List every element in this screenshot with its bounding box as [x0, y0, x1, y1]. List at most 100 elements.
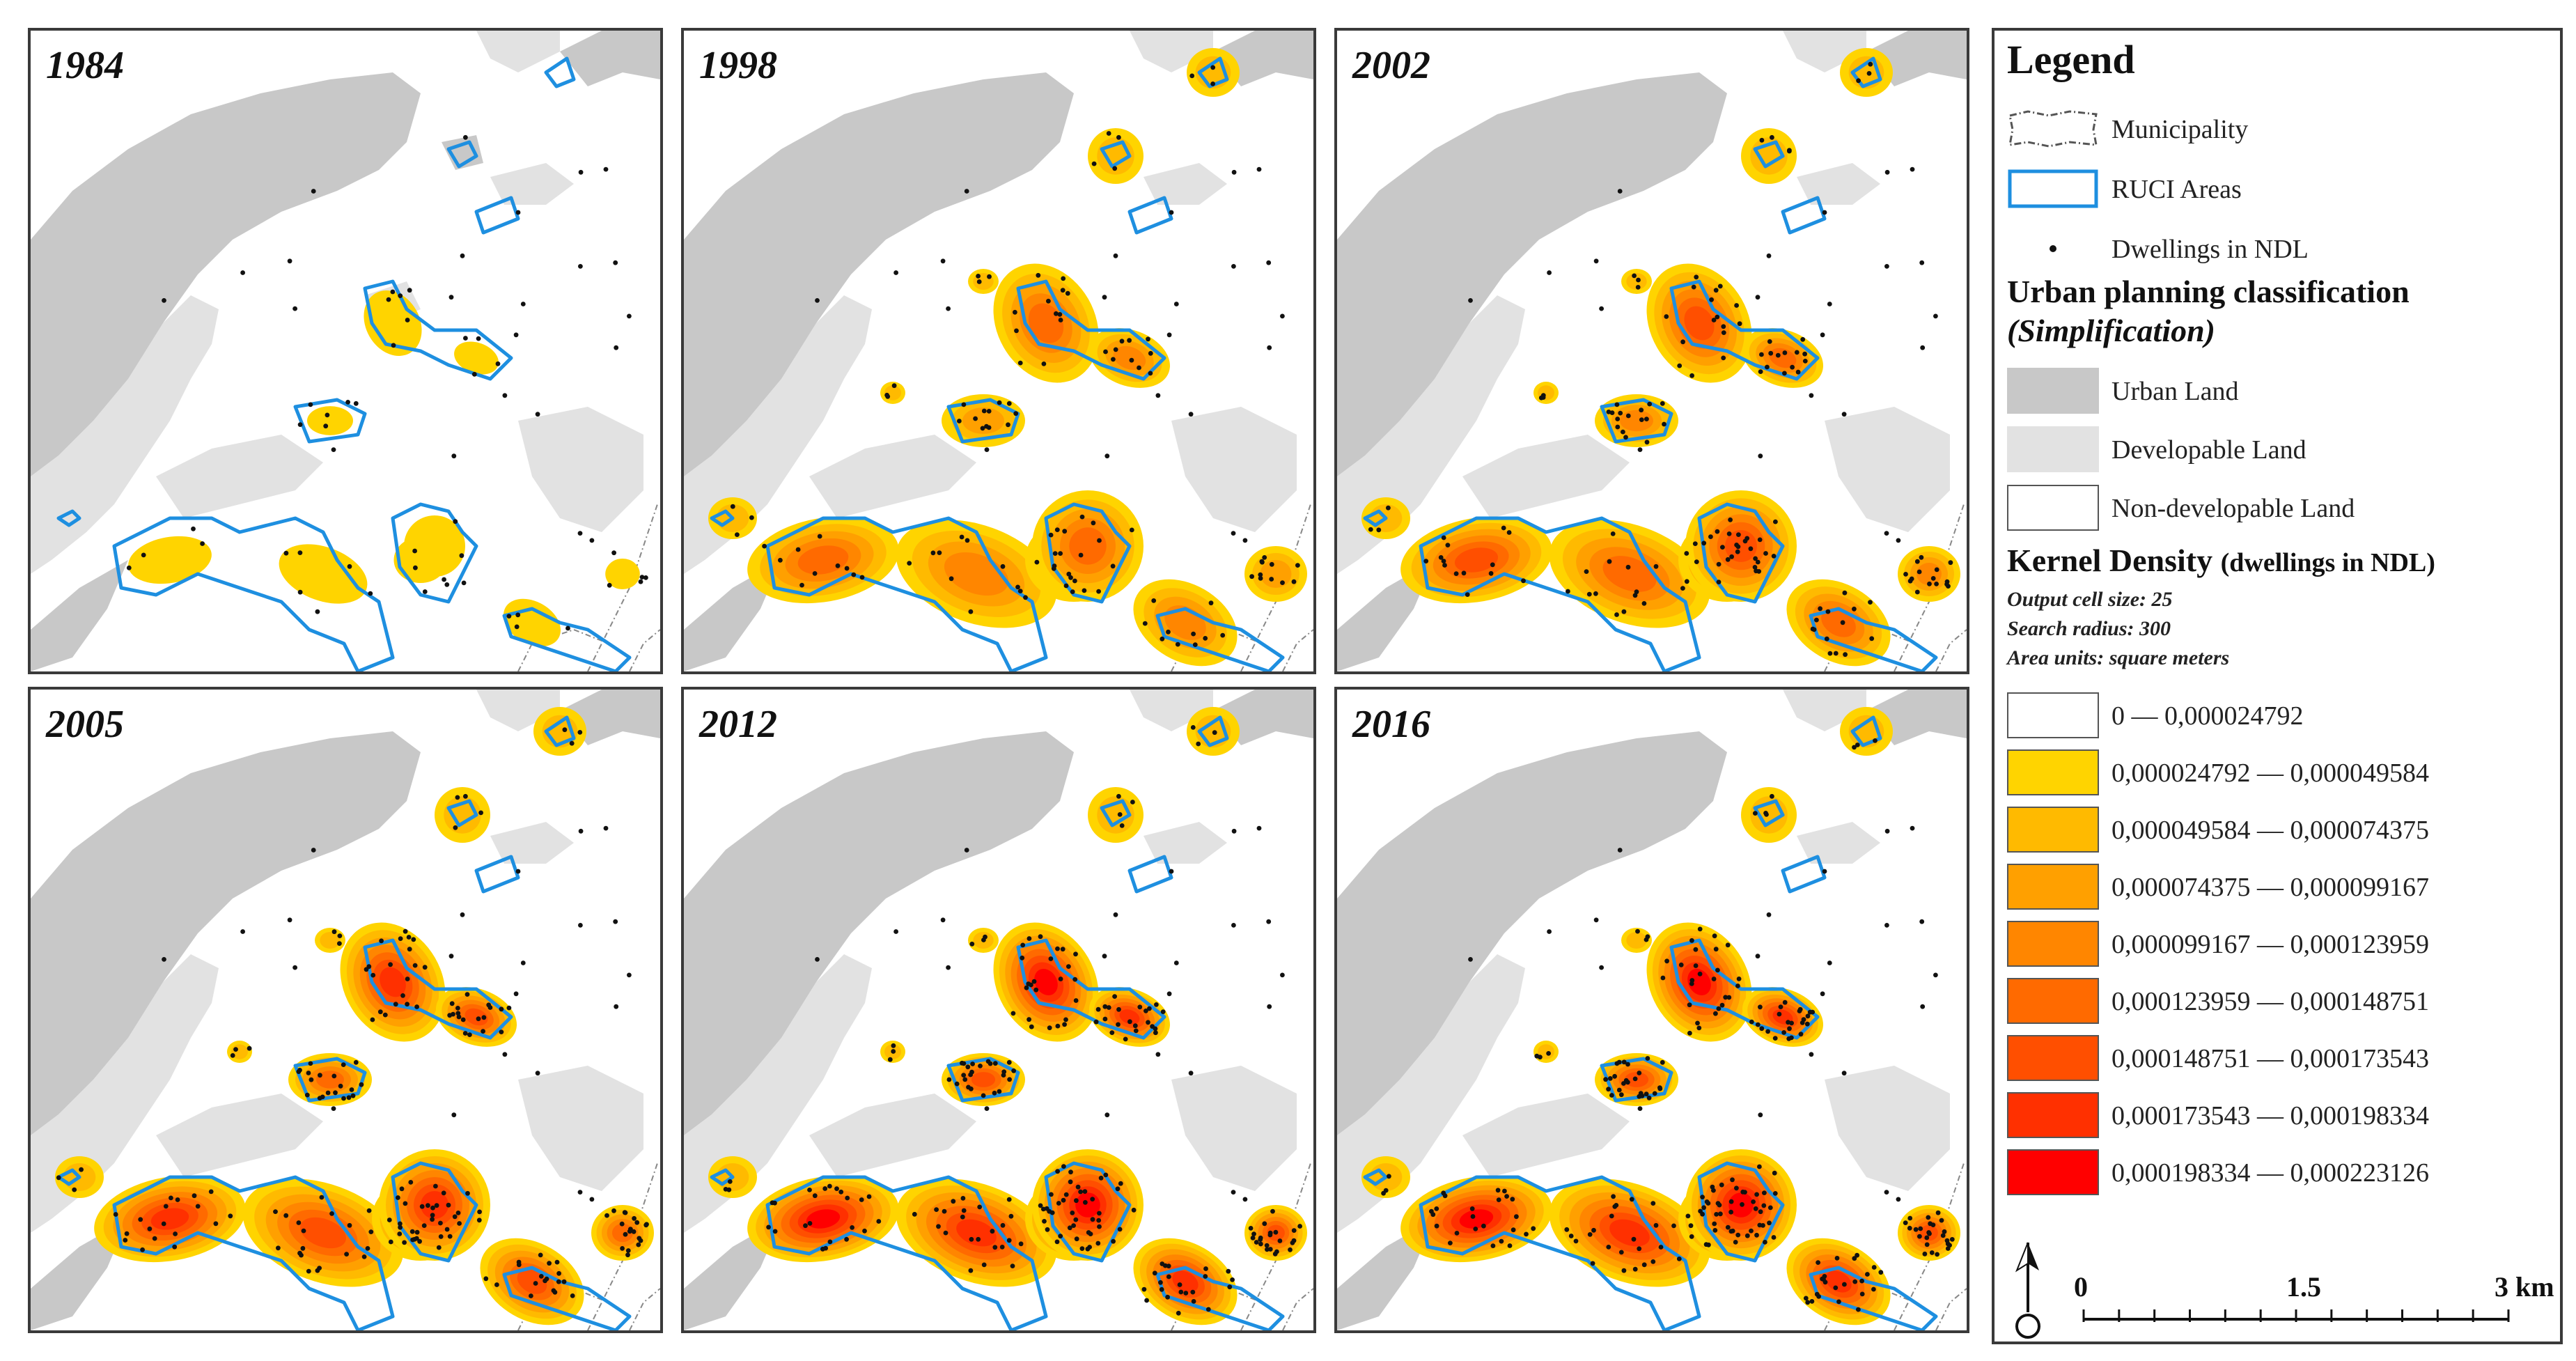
dwelling-point: [772, 1229, 778, 1234]
dwelling-point: [1634, 589, 1639, 595]
kernel-param-search-radius: Search radius: 300: [2007, 617, 2171, 640]
ruci-area-outline: [446, 799, 478, 827]
dwelling-point: [1146, 1020, 1150, 1025]
dwelling-point: [1280, 313, 1285, 319]
ruci-area-outline: [1419, 516, 1701, 671]
dwelling-point: [1718, 1211, 1723, 1217]
dwelling-point: [1027, 1017, 1031, 1022]
dwelling-point: [1034, 559, 1040, 565]
developable-land-area: [809, 1094, 976, 1177]
dwelling-point: [300, 1245, 306, 1251]
ruci-area-outline: [946, 1057, 1020, 1103]
dwelling-point: [1721, 324, 1726, 329]
ruci-area-outline: [1197, 56, 1229, 88]
dwelling-point: [1726, 531, 1732, 536]
dwelling-point: [1132, 1023, 1138, 1029]
dwelling-point: [1106, 131, 1111, 136]
dwelling-point: [1692, 541, 1698, 546]
dwelling-point: [1442, 563, 1447, 568]
dwelling-point: [1767, 1220, 1772, 1226]
dwelling-point: [957, 419, 962, 423]
dwelling-point: [407, 947, 412, 952]
dwelling-point: [1073, 998, 1079, 1003]
dwelling-point: [1159, 1286, 1164, 1292]
map-canvas: [684, 690, 1313, 1330]
dwelling-point: [1625, 564, 1631, 570]
dwelling-point: [1116, 1022, 1121, 1027]
dwelling-point: [175, 1197, 180, 1202]
density-cluster: [1840, 48, 1893, 97]
dwelling-point: [1141, 1286, 1147, 1292]
density-cluster: [94, 1175, 246, 1263]
dwelling-point: [1067, 1225, 1072, 1231]
dwelling-point: [1006, 1197, 1012, 1202]
density-cluster: [1741, 128, 1797, 184]
dwelling-point: [1834, 1256, 1840, 1261]
dwelling-point: [1052, 563, 1057, 568]
dwelling-point: [1176, 1310, 1181, 1316]
dwelling-point: [1755, 295, 1761, 300]
dwelling-point: [1700, 1195, 1705, 1199]
dwelling-point: [990, 1229, 995, 1234]
dwelling-point: [578, 923, 583, 928]
dwelling-point: [1641, 1262, 1647, 1268]
density-cluster: [747, 516, 899, 604]
dwelling-point: [984, 447, 990, 452]
dwelling-point: [457, 1221, 462, 1226]
dwelling-point: [968, 609, 974, 614]
dwelling-point: [778, 557, 783, 563]
dwelling-point: [318, 1073, 322, 1078]
dwelling-point: [1291, 579, 1297, 584]
dwelling-point: [460, 253, 465, 258]
dwelling-point: [1586, 591, 1592, 597]
dwelling-point: [444, 1227, 450, 1232]
dwelling-point: [730, 504, 735, 509]
density-class-label: 0,000173543 — 0,000198334: [2111, 1101, 2429, 1130]
dwelling-point: [876, 1219, 882, 1224]
dwelling-point: [1855, 1252, 1859, 1258]
dwelling-point: [638, 1238, 643, 1243]
dwelling-point: [1696, 1025, 1702, 1031]
dwelling-point: [1662, 421, 1666, 427]
dwelling-point: [451, 1112, 457, 1118]
density-class-row: 0,000123959 — 0,000148751: [2007, 974, 2557, 1029]
dwelling-point: [1735, 983, 1740, 988]
dwelling-point: [1118, 1181, 1123, 1186]
dwelling-point: [997, 400, 1002, 405]
density-cluster: [605, 559, 640, 589]
dwelling-point: [981, 1262, 987, 1268]
developable-land-area: [490, 163, 574, 205]
dwelling-point: [349, 1087, 354, 1092]
dwelling-point: [140, 1247, 146, 1252]
dwelling-point: [1045, 1227, 1050, 1232]
dwelling-point: [1773, 519, 1778, 524]
dwelling-point: [992, 1090, 997, 1096]
dwelling-point: [1189, 73, 1195, 79]
map-panel: 2016: [1334, 687, 1969, 1333]
dwelling-point: [726, 1187, 732, 1192]
dwelling-point: [1689, 938, 1694, 943]
dwelling-point: [1617, 848, 1623, 853]
dwelling-point: [946, 306, 951, 311]
dwelling-point: [1689, 981, 1694, 986]
dwelling-point: [386, 297, 391, 302]
dwelling-point: [296, 1220, 302, 1225]
dwelling-point: [638, 579, 643, 584]
dwelling-point: [1694, 559, 1699, 564]
dwelling-point: [1468, 957, 1473, 962]
dwelling-point: [968, 1268, 974, 1273]
dwelling-point: [1919, 260, 1925, 265]
dwelling-point: [962, 1077, 968, 1082]
dwelling-point: [1584, 569, 1589, 574]
dwelling-point: [1758, 1112, 1763, 1118]
dwelling-point: [1614, 612, 1619, 617]
dwelling-point: [807, 1188, 812, 1192]
dwelling-point: [1623, 435, 1628, 440]
dwelling-point: [1075, 1184, 1081, 1190]
dwelling-point: [377, 1009, 383, 1015]
dwelling-point: [1713, 1011, 1718, 1016]
dwelling-point: [1896, 538, 1901, 543]
dwelling-point: [1827, 651, 1833, 656]
dwelling-point: [1697, 926, 1703, 932]
dwelling-point: [364, 967, 369, 972]
